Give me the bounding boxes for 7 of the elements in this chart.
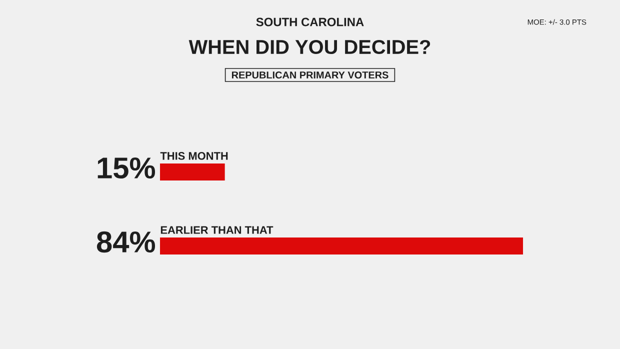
text: SOUTH CAROLINA: [256, 18, 364, 26]
data-label: 15%: [98, 157, 156, 179]
y-tick-label: THIS MONTH: [160, 152, 228, 160]
chart-subtitle: REPUBLICAN PRIMARY VOTERS: [232, 71, 388, 79]
y-tick-label: EARLIER THAN THAT: [160, 226, 274, 234]
data-label: 84%: [96, 231, 156, 253]
chart-title: WHEN DID YOU DECIDE?: [188, 40, 430, 54]
